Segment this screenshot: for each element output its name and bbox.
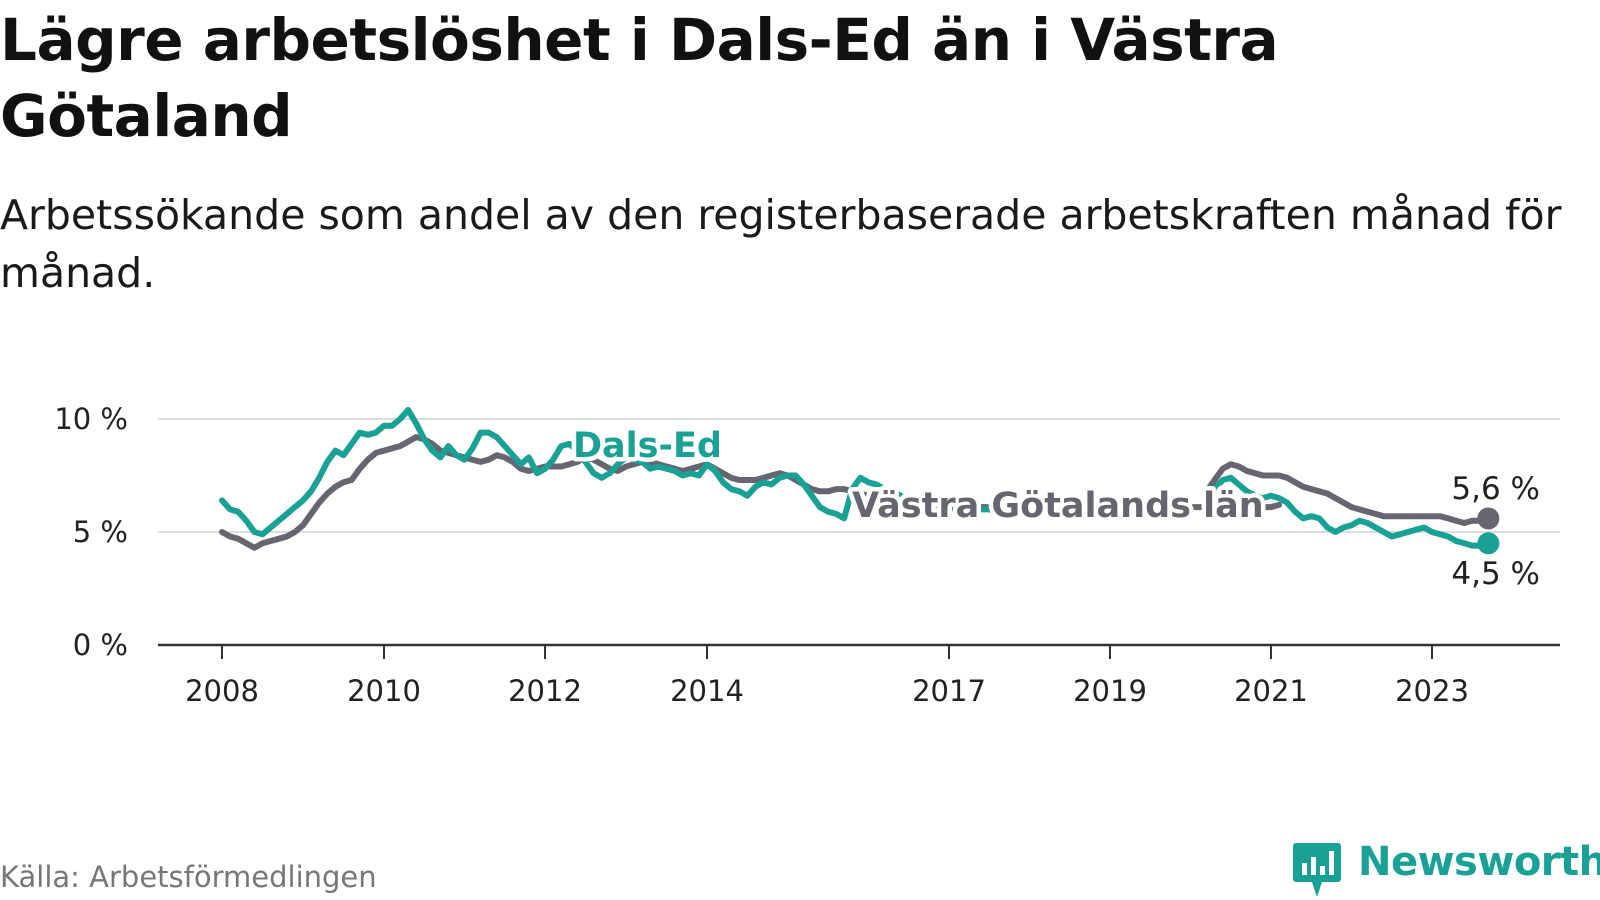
axis-layer: 0 % 5 % 10 % 2008 2010 2012 2014 2017 2019 2021 20… [54, 402, 1560, 708]
x-tick-label: 2010 [347, 674, 421, 708]
label-layer: Dals-Ed Västra Götalands län 5,6 % 4,5 % [569, 422, 1541, 593]
series-line-v-stra-g-talands-l-n [1203, 461, 1492, 526]
x-tick-label: 2023 [1395, 674, 1469, 708]
x-tick-label: 2012 [508, 674, 582, 708]
newsworthy-logo[interactable]: Newsworthy [1292, 839, 1600, 900]
x-tick-label: 2008 [185, 674, 259, 708]
y-tick-label: 5 % [73, 515, 128, 549]
end-point-dals-ed [1477, 532, 1500, 555]
chart-subtitle: Arbetssökande som andel av den registerb… [0, 191, 1562, 297]
series-label-dals-ed: Dals-Ed [573, 426, 722, 466]
y-tick-label: 10 % [54, 402, 128, 436]
series-line-dals-ed [219, 407, 1001, 538]
source-note: Källa: Arbetsförmedlingen [0, 860, 377, 894]
newsworthy-logo-text: Newsworthy [1358, 839, 1600, 885]
x-tick-label: 2014 [670, 674, 744, 708]
chart-title: Lägre arbetslöshet i Dals-Ed än i Västra… [0, 6, 1279, 150]
x-tick-label: 2019 [1073, 674, 1147, 708]
grid-layer [158, 418, 1560, 533]
end-point-v-stra-g-talands-l-n [1477, 507, 1500, 530]
series-line-dals-ed [1203, 474, 1492, 549]
newsworthy-logo-icon [1293, 843, 1341, 897]
series-label-vastra-gotalands-lan: Västra Götalands län [852, 486, 1264, 526]
x-tick-label: 2017 [912, 674, 986, 708]
series-layer [219, 407, 1500, 555]
series-line-v-stra-g-talands-l-n [219, 434, 1282, 551]
x-tick-label: 2021 [1234, 674, 1308, 708]
end-value-label-dals-ed: 4,5 % [1451, 556, 1540, 592]
end-value-label-vastra-gotalands-lan: 5,6 % [1451, 471, 1540, 507]
line-chart: Dals-Ed Västra Götalands län 5,6 % 4,5 % 0 … [54, 402, 1560, 708]
y-tick-label: 0 % [73, 628, 128, 662]
